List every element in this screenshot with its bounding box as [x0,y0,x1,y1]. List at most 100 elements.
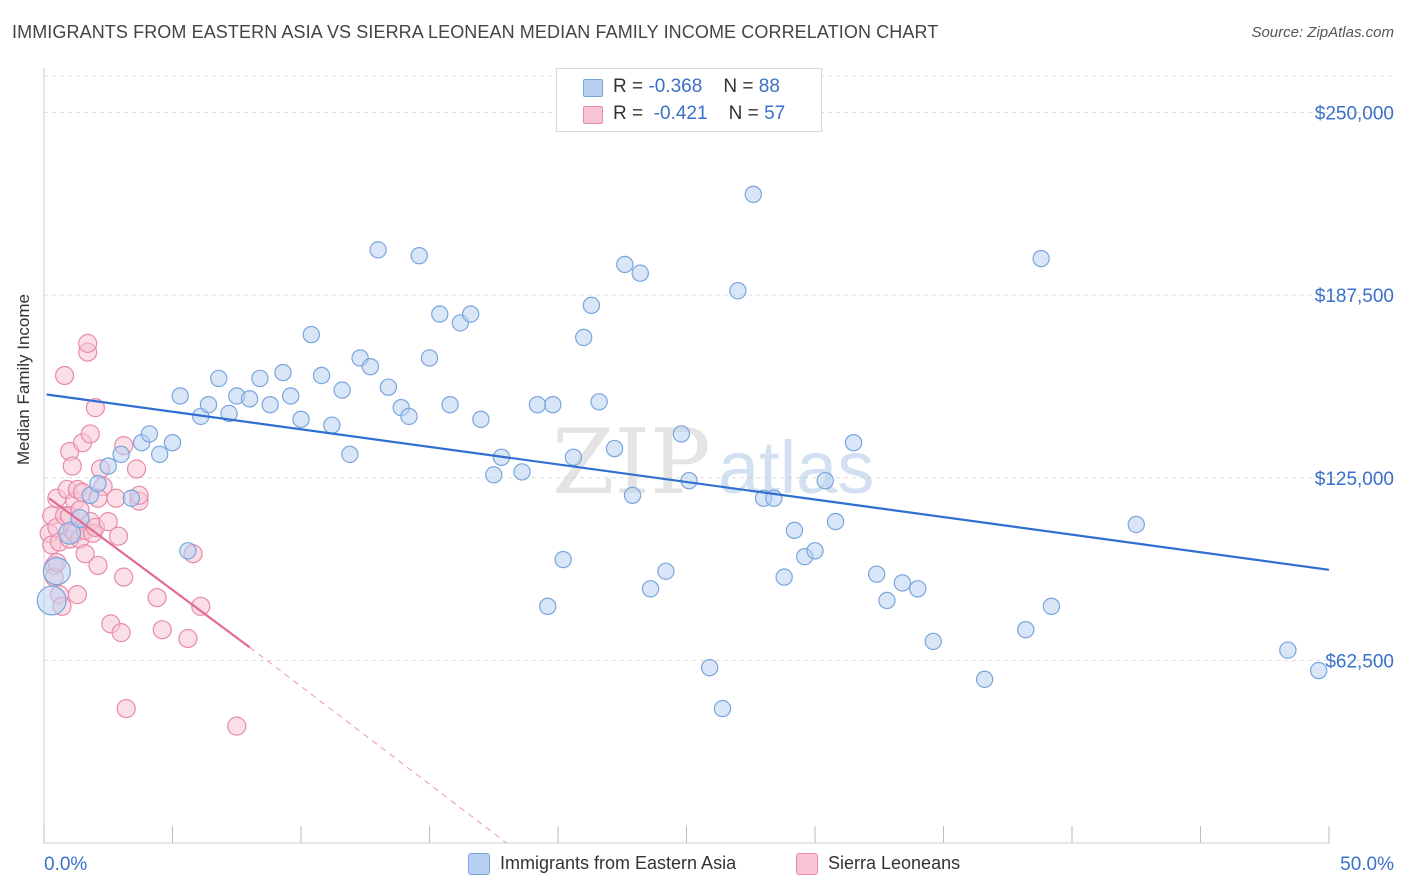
point-sierra-leoneans [152,620,172,640]
point-eastern-asia [605,439,624,458]
point-eastern-asia [1310,661,1328,680]
point-eastern-asia [282,387,300,405]
point-eastern-asia [461,305,480,323]
point-eastern-asia [420,349,439,367]
trend-lines [46,393,1330,844]
point-eastern-asia [361,358,380,376]
point-eastern-asia [369,241,387,259]
bottom-legend-swatch-pink [796,853,818,875]
correlation-legend: R = -0.368 N = 88 R = -0.421 N = 57 [556,68,822,132]
point-eastern-asia [1127,515,1145,534]
y-axis-label: Median Family Income [14,293,33,465]
point-eastern-asia [893,574,912,592]
point-eastern-asia [122,489,141,507]
y-tick-label: $187,500 [1315,286,1394,307]
point-sierra-leoneans [126,459,147,479]
point-eastern-asia [312,366,331,385]
point-eastern-asia [251,369,269,388]
x-tick-label: 0.0% [44,854,87,875]
point-eastern-asia [544,396,562,414]
point-eastern-asia [210,369,228,388]
legend-n-value-blue: 88 [758,76,780,97]
x-tick-label: 50.0% [1340,854,1394,875]
trend-extension-sierra-leoneans [249,646,507,844]
point-eastern-asia [672,425,691,443]
point-eastern-asia [199,396,218,414]
point-eastern-asia [140,425,159,443]
trend-line-sierra-leoneans [48,497,251,649]
axes [43,68,1330,844]
point-eastern-asia [539,597,557,616]
point-eastern-asia [1032,249,1050,268]
bottom-legend-label-pink: Sierra Leoneans [828,853,961,873]
point-eastern-asia [179,542,197,560]
bottom-legend-label-blue: Immigrants from Eastern Asia [500,853,737,873]
point-eastern-asia [112,445,130,464]
grid-lines [44,75,1394,661]
point-eastern-asia [99,457,117,475]
point-eastern-asia [58,521,82,545]
point-eastern-asia [867,565,886,583]
point-sierra-leoneans [54,365,75,386]
point-eastern-asia [806,542,824,560]
point-sierra-leoneans [98,511,118,532]
point-eastern-asia [274,363,292,382]
point-eastern-asia [700,658,719,677]
point-eastern-asia [150,445,169,464]
point-sierra-leoneans [116,698,136,719]
bottom-legend-swatch-blue [468,853,490,875]
legend-n-label: N = [728,103,759,124]
point-sierra-leoneans [75,544,95,564]
point-eastern-asia [575,328,593,347]
tick-labels: $62,500 $125,000 $187,500 $250,000 0.0% 50.0% [44,104,1394,875]
chart-title: IMMIGRANTS FROM EASTERN ASIA VS SIERRA L… [12,22,939,42]
point-eastern-asia [485,466,503,484]
point-eastern-asia [657,562,675,580]
point-eastern-asia [36,585,67,616]
point-eastern-asia [513,463,531,481]
legend-swatch-blue [583,79,603,97]
point-eastern-asia [1279,641,1297,659]
y-tick-label: $62,500 [1325,651,1394,672]
point-eastern-asia [323,416,341,434]
y-tick-label: $250,000 [1315,104,1394,125]
legend-r-label: R = [613,103,644,124]
legend-r-label: R = [613,76,644,97]
point-eastern-asia [1017,621,1035,639]
point-eastern-asia [171,387,189,405]
y-tick-label: $125,000 [1315,469,1394,490]
point-sierra-leoneans [191,596,211,616]
point-eastern-asia [631,264,649,282]
point-sierra-leoneans [67,585,88,605]
point-eastern-asia [89,474,107,493]
point-eastern-asia [379,378,398,396]
point-eastern-asia [163,433,182,452]
point-eastern-asia [582,296,601,315]
trend-line-eastern-asia [46,393,1330,571]
point-eastern-asia [975,670,994,689]
point-eastern-asia [333,381,351,399]
point-eastern-asia [744,185,763,204]
point-sierra-leoneans [108,526,129,546]
point-eastern-asia [816,471,834,490]
point-eastern-asia [844,433,863,452]
legend-n-value-pink: 57 [764,103,786,124]
legend-r-value-blue: -0.368 [648,76,703,97]
point-sierra-leoneans [111,623,131,643]
point-eastern-asia [564,448,583,467]
point-eastern-asia [785,521,804,540]
point-eastern-asia [1042,597,1061,616]
point-eastern-asia [826,512,845,531]
point-eastern-asia [878,591,896,610]
legend-swatch-pink [583,106,603,124]
point-eastern-asia [302,325,320,344]
point-eastern-asia [590,393,608,411]
point-eastern-asia [220,404,238,423]
legend-r-value-pink: -0.421 [653,103,708,124]
point-eastern-asia [729,282,747,300]
point-sierra-leoneans [80,424,100,444]
point-eastern-asia [616,255,634,274]
point-sierra-leoneans [85,398,106,418]
point-eastern-asia [431,305,449,323]
